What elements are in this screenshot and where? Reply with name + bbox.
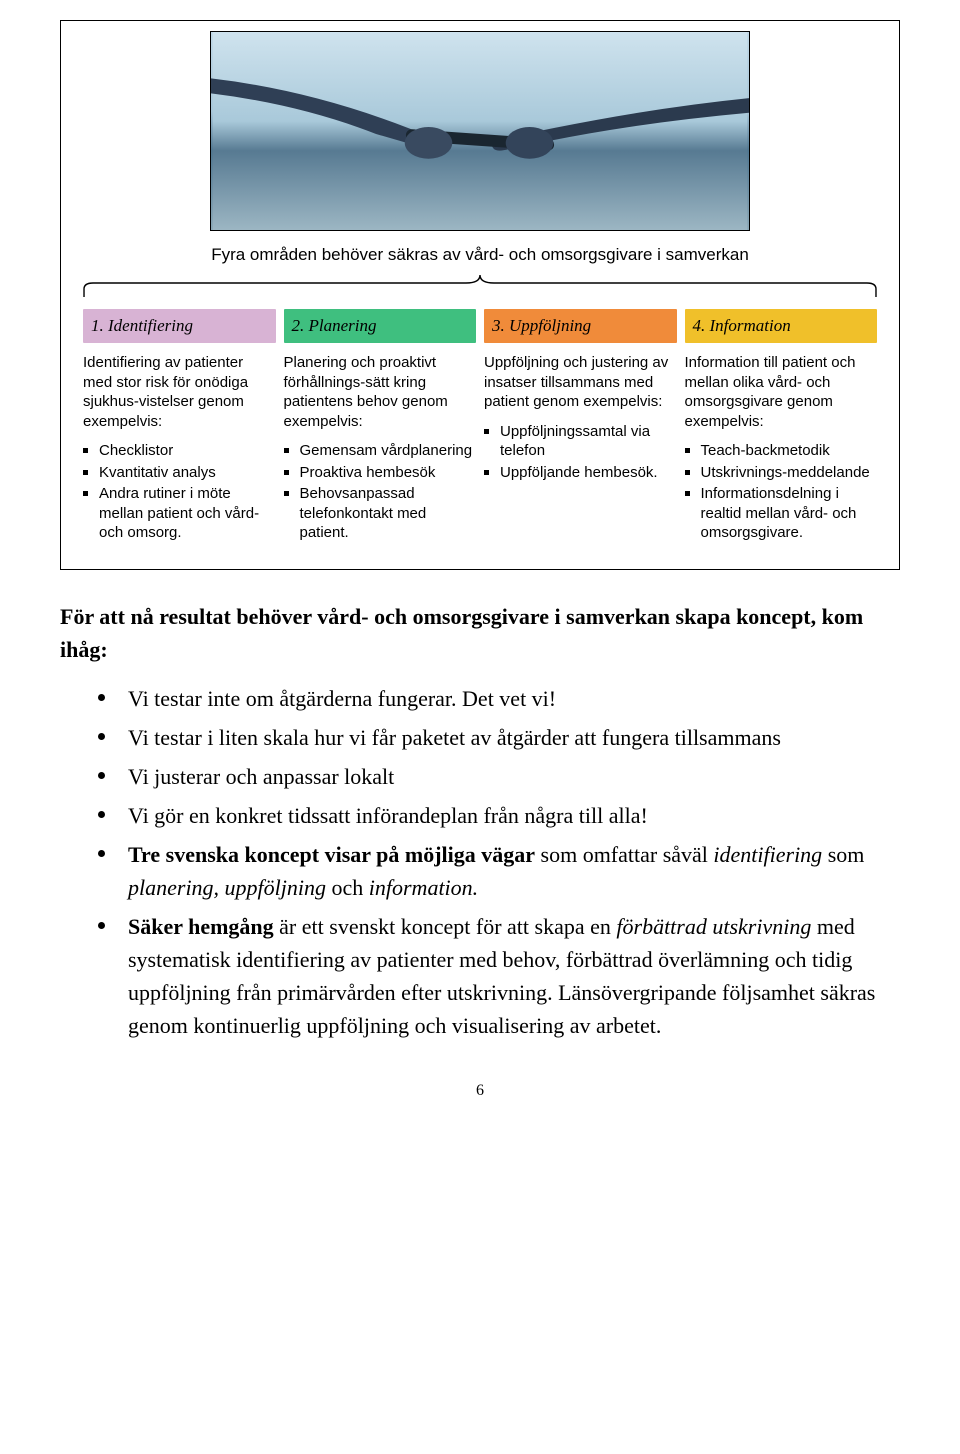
- bullet-text: Vi testar inte om åtgärderna fungerar. D…: [128, 686, 556, 711]
- baton-pass-illustration: [211, 32, 749, 230]
- bullet-text: som: [822, 842, 864, 867]
- col-planering: 2. Planering Planering och proaktivt för…: [280, 309, 481, 545]
- bullet-italic: information.: [369, 875, 478, 900]
- col-header-1: 1. Identifiering: [83, 309, 276, 343]
- col-uppfoljning: 3. Uppföljning Uppföljning och justering…: [480, 309, 681, 545]
- bullet-text: är ett svenskt koncept för att skapa en: [274, 914, 617, 939]
- col-information: 4. Information Information till patient …: [681, 309, 882, 545]
- list-item: Informationsdelning i realtid mellan vår…: [685, 484, 878, 543]
- col-desc-1: Identifiering av patienter med stor risk…: [83, 353, 276, 431]
- list-item: Behovsanpassad telefonkontakt med patien…: [284, 484, 477, 543]
- hero-image-baton: [210, 31, 750, 231]
- col-header-3: 3. Uppföljning: [484, 309, 677, 343]
- body-bullet: Vi gör en konkret tidssatt införandeplan…: [98, 799, 900, 832]
- col-header-4: 4. Information: [685, 309, 878, 343]
- body-bullet: Vi justerar och anpassar lokalt: [98, 760, 900, 793]
- bullet-text: och: [326, 875, 369, 900]
- col-list-4: Teach-backmetodik Utskrivnings-meddeland…: [685, 441, 878, 543]
- diagram-caption: Fyra områden behöver säkras av vård- och…: [79, 245, 881, 265]
- list-item: Uppföljningssamtal via telefon: [484, 422, 677, 461]
- bullet-text: Vi justerar och anpassar lokalt: [128, 764, 394, 789]
- col-list-2: Gemensam vårdplanering Proaktiva hembesö…: [284, 441, 477, 543]
- body-bullet: Säker hemgång är ett svenskt koncept för…: [98, 910, 900, 1042]
- four-columns: 1. Identifiering Identifiering av patien…: [79, 309, 881, 545]
- col-list-1: Checklistor Kvantitativ analys Andra rut…: [83, 441, 276, 543]
- list-item: Utskrivnings-meddelande: [685, 463, 878, 483]
- body-bullet-list: Vi testar inte om åtgärderna fungerar. D…: [60, 682, 900, 1042]
- col-desc-2: Planering och proaktivt förhållnings-sät…: [284, 353, 477, 431]
- list-item: Proaktiva hembesök: [284, 463, 477, 483]
- brace-icon: [79, 275, 881, 303]
- body-bullet: Vi testar inte om åtgärderna fungerar. D…: [98, 682, 900, 715]
- col-desc-4: Information till patient och mellan olik…: [685, 353, 878, 431]
- diagram-container: Fyra områden behöver säkras av vård- och…: [60, 20, 900, 570]
- body-bullet: Vi testar i liten skala hur vi får paket…: [98, 721, 900, 754]
- body-text: För att nå resultat behöver vård- och om…: [60, 600, 900, 1042]
- list-item: Checklistor: [83, 441, 276, 461]
- bullet-text: Vi gör en konkret tidssatt införandeplan…: [128, 803, 648, 828]
- bullet-text: Vi testar i liten skala hur vi får paket…: [128, 725, 781, 750]
- bullet-text: som omfattar såväl: [535, 842, 713, 867]
- col-identifiering: 1. Identifiering Identifiering av patien…: [79, 309, 280, 545]
- bullet-italic: identifiering: [713, 842, 822, 867]
- list-item: Gemensam vårdplanering: [284, 441, 477, 461]
- bullet-bold: Tre svenska koncept visar på möjliga väg…: [128, 842, 535, 867]
- body-heading: För att nå resultat behöver vård- och om…: [60, 600, 900, 666]
- list-item: Andra rutiner i möte mellan patient och …: [83, 484, 276, 543]
- list-item: Uppföljande hembesök.: [484, 463, 677, 483]
- list-item: Kvantitativ analys: [83, 463, 276, 483]
- body-bullet: Tre svenska koncept visar på möjliga väg…: [98, 838, 900, 904]
- bullet-italic: planering, uppföljning: [128, 875, 326, 900]
- page-number: 6: [60, 1082, 900, 1100]
- bullet-bold: Säker hemgång: [128, 914, 274, 939]
- col-list-3: Uppföljningssamtal via telefon Uppföljan…: [484, 422, 677, 483]
- col-desc-3: Uppföljning och justering av insatser ti…: [484, 353, 677, 412]
- list-item: Teach-backmetodik: [685, 441, 878, 461]
- col-header-2: 2. Planering: [284, 309, 477, 343]
- bullet-italic: förbättrad utskrivning: [616, 914, 811, 939]
